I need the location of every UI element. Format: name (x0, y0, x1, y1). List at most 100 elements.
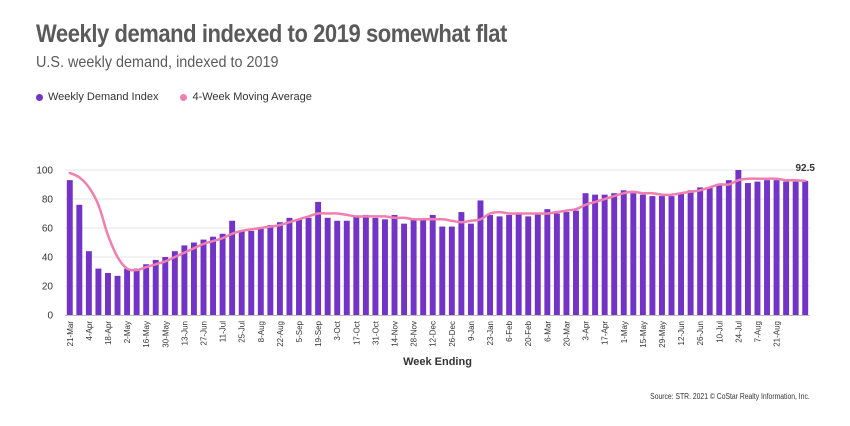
y-tick-label: 60 (42, 224, 54, 235)
bar (487, 214, 493, 315)
bar (678, 193, 685, 315)
bar (133, 268, 140, 315)
bar (219, 233, 226, 315)
x-tick-label: 3-Oct (333, 320, 342, 340)
bar (124, 268, 131, 315)
bar (410, 219, 417, 315)
x-tick-label: 14-Nov (391, 321, 400, 347)
bar (305, 217, 312, 315)
bar (181, 245, 188, 315)
x-axis: 21-Mar 4-Apr 18-Apr 2-May 16-May 30-May 13-Jun… (66, 320, 782, 347)
x-tick-label: 16-May (142, 321, 151, 348)
bar (353, 216, 360, 315)
bar (429, 214, 436, 315)
bar (95, 268, 102, 315)
y-axis: 0 20 40 60 80 100 (36, 166, 53, 322)
x-tick-label: 17-Apr (601, 321, 610, 345)
bar (725, 180, 732, 315)
bar (773, 180, 780, 315)
chart-title: Weekly demand indexed to 2019 somewhat f… (36, 20, 507, 48)
bar (573, 210, 579, 315)
bar (477, 200, 484, 315)
x-tick-label: 5-Sep (295, 320, 304, 342)
x-tick-label: 28-Nov (410, 321, 419, 347)
bar (143, 264, 150, 315)
y-tick-label: 40 (42, 253, 54, 264)
x-tick-label: 6-Feb (505, 320, 514, 341)
bar (697, 187, 704, 315)
x-tick-label: 1-May (620, 321, 629, 343)
y-tick-label: 80 (42, 195, 54, 206)
bar (324, 217, 331, 315)
bar (334, 220, 341, 315)
x-tick-label: 4-Apr (85, 321, 94, 341)
bar (343, 220, 350, 315)
bar (248, 230, 255, 315)
x-tick-label: 21-Aug (773, 321, 782, 347)
bar (506, 214, 513, 315)
bar (448, 226, 455, 315)
x-tick-label: 24-Jul (734, 321, 743, 343)
x-tick-label: 26-Jun (696, 321, 705, 345)
moving-average-line (68, 171, 807, 272)
x-tick-label: 3-Apr (582, 321, 591, 341)
bar (162, 257, 169, 315)
y-tick-label: 100 (36, 166, 53, 177)
bar (706, 187, 713, 315)
bar (267, 225, 274, 315)
bar (286, 217, 293, 315)
chart-subtitle: U.S. weekly demand, indexed to 2019 (36, 54, 279, 71)
bar (458, 212, 465, 315)
x-tick-label: 12-Dec (429, 321, 438, 347)
bar (744, 183, 751, 315)
bar (229, 220, 236, 315)
bar (76, 204, 83, 315)
legend-item-weekly: Weekly Demand Index (36, 91, 158, 103)
bar (296, 219, 302, 315)
x-tick-label: 8-Aug (257, 321, 266, 342)
bar (391, 214, 398, 315)
x-tick-label: 13-Jun (180, 321, 189, 345)
bar (687, 190, 694, 315)
bar (439, 226, 446, 315)
bar (754, 181, 761, 315)
bar (783, 181, 790, 315)
bar (200, 239, 207, 315)
x-tick-label: 17-Oct (352, 320, 361, 345)
x-tick-label: 9-Jan (467, 321, 476, 341)
bar (257, 228, 264, 315)
bar (668, 196, 675, 315)
bar (105, 272, 111, 315)
x-tick-label: 22-Aug (276, 321, 285, 347)
bar (658, 196, 665, 315)
bar (553, 213, 560, 315)
x-axis-title: Week Ending (403, 356, 472, 368)
x-tick-label: 19-Sep (314, 320, 323, 346)
x-tick-label: 26-Dec (448, 321, 457, 347)
bar (401, 223, 408, 315)
bar (382, 219, 388, 315)
legend-line-swatch (180, 93, 188, 101)
bar (238, 230, 245, 315)
bar (630, 193, 637, 315)
end-value-label: 92.5 (795, 163, 815, 174)
x-tick-label: 21-Mar (66, 321, 75, 347)
x-tick-label: 20-Feb (524, 320, 533, 346)
bar (190, 242, 197, 315)
gridlines (65, 169, 810, 287)
bar (66, 180, 73, 315)
x-tick-label: 20-Mar (562, 321, 571, 347)
x-tick-label: 12-Jun (677, 321, 686, 345)
bar (582, 193, 589, 315)
bar (114, 275, 121, 315)
bar (467, 223, 474, 315)
bar (764, 180, 770, 315)
bar (592, 194, 599, 315)
legend-item-moving-average: 4-Week Moving Average (180, 91, 312, 103)
x-tick-label: 27-Jun (199, 321, 208, 345)
bar (620, 190, 627, 315)
bar (649, 196, 656, 315)
bar (85, 251, 92, 315)
bar (496, 216, 503, 315)
